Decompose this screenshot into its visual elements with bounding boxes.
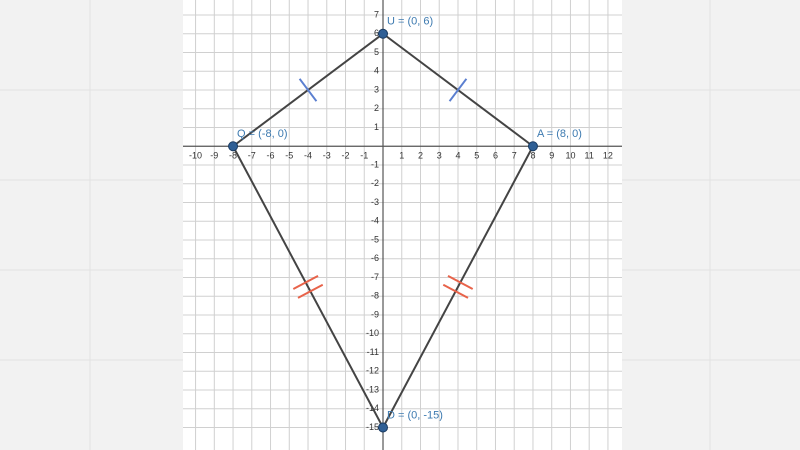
y-tick-label: -11 bbox=[367, 347, 379, 357]
x-tick-label: -3 bbox=[323, 151, 331, 161]
x-tick-label: 8 bbox=[530, 151, 535, 161]
x-tick-label: -9 bbox=[210, 151, 218, 161]
x-tick-label: 7 bbox=[512, 151, 517, 161]
x-tick-label: -6 bbox=[267, 151, 275, 161]
x-tick-label: -4 bbox=[304, 151, 312, 161]
congruence-mark bbox=[292, 274, 319, 290]
y-tick-label: -13 bbox=[366, 384, 379, 394]
x-tick-label: -7 bbox=[248, 151, 256, 161]
x-tick-label: -10 bbox=[189, 151, 202, 161]
x-tick-label: 6 bbox=[493, 151, 498, 161]
point-label: A = (8, 0) bbox=[537, 128, 582, 140]
x-tick-label: 2 bbox=[418, 151, 423, 161]
x-tick-label: 12 bbox=[603, 151, 613, 161]
x-tick-label: 10 bbox=[565, 151, 575, 161]
x-tick-label: -8 bbox=[229, 151, 237, 161]
y-tick-label: 2 bbox=[374, 103, 379, 113]
point-label: Q = (-8, 0) bbox=[237, 128, 287, 140]
y-tick-label: 6 bbox=[374, 28, 379, 38]
x-tick-label: -5 bbox=[285, 151, 293, 161]
x-tick-label: 4 bbox=[455, 151, 460, 161]
point bbox=[228, 141, 239, 152]
y-tick-label: 1 bbox=[374, 122, 379, 132]
congruence-mark bbox=[442, 283, 469, 299]
y-tick-label: -3 bbox=[371, 197, 379, 207]
point bbox=[527, 141, 538, 152]
plot-area bbox=[183, 0, 622, 450]
y-tick-label: -7 bbox=[371, 272, 379, 282]
congruence-mark bbox=[447, 274, 474, 290]
y-tick-label: -1 bbox=[371, 159, 379, 169]
y-tick-label: 5 bbox=[374, 47, 379, 57]
y-tick-label: -4 bbox=[371, 216, 379, 226]
point bbox=[378, 422, 389, 433]
y-tick-label: -5 bbox=[371, 234, 379, 244]
congruence-mark bbox=[448, 78, 468, 102]
y-tick-label: -6 bbox=[371, 253, 379, 263]
x-tick-label: -1 bbox=[360, 151, 368, 161]
x-tick-label: 5 bbox=[474, 151, 479, 161]
x-tick-label: 1 bbox=[399, 151, 404, 161]
y-tick-label: 4 bbox=[374, 66, 379, 76]
y-tick-label: -9 bbox=[371, 309, 379, 319]
x-tick-label: 11 bbox=[585, 151, 594, 161]
x-tick-label: 3 bbox=[437, 151, 442, 161]
y-tick-label: 7 bbox=[374, 9, 379, 19]
congruence-mark bbox=[297, 283, 324, 299]
point-label: D = (0, -15) bbox=[387, 409, 443, 421]
x-tick-label: -2 bbox=[342, 151, 350, 161]
y-tick-label: -8 bbox=[371, 291, 379, 301]
point bbox=[378, 28, 389, 39]
x-tick-label: 9 bbox=[549, 151, 554, 161]
congruence-mark bbox=[298, 78, 318, 102]
y-tick-label: -15 bbox=[366, 422, 379, 432]
y-tick-label: -10 bbox=[366, 328, 379, 338]
y-tick-label: -2 bbox=[371, 178, 379, 188]
y-tick-label: 3 bbox=[374, 84, 379, 94]
point-label: U = (0, 6) bbox=[387, 16, 433, 28]
y-tick-label: -12 bbox=[366, 366, 379, 376]
